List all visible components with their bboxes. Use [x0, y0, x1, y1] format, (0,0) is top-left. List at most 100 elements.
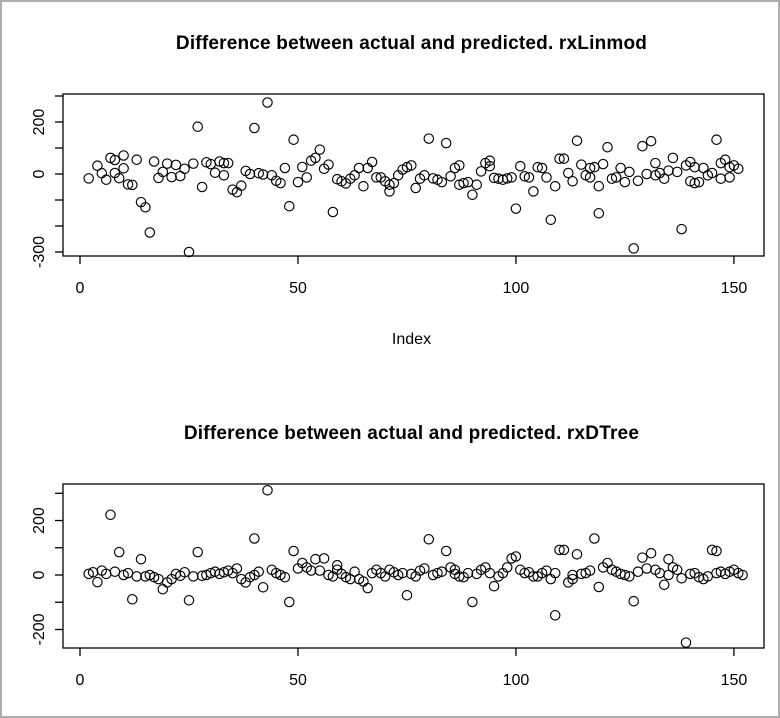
x-tick-label: 100 [503, 672, 530, 689]
data-point [584, 565, 596, 576]
x-axis-title-index: Index [391, 331, 432, 348]
data-point [576, 159, 587, 170]
data-point [462, 567, 474, 579]
data-point [127, 179, 138, 191]
data-point [567, 176, 578, 187]
data-point [314, 144, 326, 155]
data-point [619, 176, 631, 188]
data-point [549, 567, 561, 579]
data-point [628, 595, 639, 607]
data-point [558, 153, 570, 164]
data-point [510, 203, 522, 214]
data-point [131, 571, 142, 582]
data-point [384, 186, 395, 197]
data-point [645, 547, 657, 559]
data-point [641, 563, 652, 574]
data-point [440, 137, 452, 149]
data-point [100, 174, 112, 185]
data-point [279, 571, 291, 583]
data-point [711, 567, 722, 579]
data-point [366, 156, 378, 168]
data-point [484, 160, 496, 172]
data-point [192, 546, 203, 558]
data-point [567, 573, 578, 585]
data-point [135, 553, 147, 565]
data-point [109, 154, 121, 166]
data-point [624, 571, 635, 582]
data-point [615, 162, 626, 174]
plot-box [62, 483, 765, 649]
y-tick-label: -200 [31, 613, 48, 645]
data-point [419, 563, 430, 574]
data-point [253, 566, 264, 577]
data-point [288, 545, 299, 557]
data-point [706, 167, 718, 179]
data-point [484, 155, 496, 166]
data-point [549, 610, 561, 621]
data-point [671, 564, 683, 576]
data-point [641, 168, 652, 180]
y-tick-label: 0 [31, 169, 48, 178]
data-point [410, 182, 421, 194]
data-point [571, 549, 583, 560]
data-point [523, 172, 535, 183]
data-point [118, 163, 129, 174]
data-point [423, 133, 435, 144]
data-point [471, 179, 482, 190]
data-point [454, 160, 465, 171]
data-point [671, 166, 683, 178]
x-tick-label: 0 [76, 672, 85, 689]
data-point [297, 161, 308, 173]
y-tick-label: -300 [31, 236, 48, 268]
data-point [510, 551, 522, 562]
data-point [624, 166, 635, 178]
data-point [244, 168, 256, 180]
data-point [515, 160, 526, 172]
data-point [436, 566, 448, 577]
data-point [493, 173, 504, 184]
data-point [432, 567, 443, 579]
data-point [693, 176, 705, 188]
data-point [541, 172, 552, 183]
data-point [218, 170, 230, 181]
data-point [406, 160, 417, 171]
data-point [310, 553, 321, 565]
data-point [118, 150, 129, 161]
data-point [362, 582, 373, 594]
data-point [275, 177, 286, 189]
data-point [331, 559, 343, 571]
data-point [353, 162, 365, 174]
data-point [475, 166, 487, 177]
data-point [358, 180, 369, 192]
data-point [667, 152, 679, 164]
data-point [92, 576, 103, 588]
data-point [253, 167, 264, 179]
data-point [192, 121, 203, 132]
data-point [218, 157, 230, 169]
x-tick-label: 100 [503, 280, 530, 297]
data-point [83, 173, 94, 184]
data-point [305, 565, 317, 576]
data-point [554, 153, 565, 164]
data-point [166, 171, 177, 183]
chart-title-rxlinmod: Difference between actual and predicted.… [175, 33, 648, 54]
data-point [113, 172, 125, 184]
data-point [279, 162, 291, 174]
data-point [284, 596, 295, 608]
data-point [549, 180, 561, 192]
data-point [593, 180, 605, 192]
data-point [467, 189, 478, 201]
x-tick-label: 50 [289, 672, 307, 689]
data-point [706, 544, 718, 556]
data-point [737, 569, 748, 581]
data-point [632, 175, 644, 187]
data-point [501, 562, 513, 573]
data-point [658, 173, 670, 184]
data-point [536, 162, 548, 174]
data-point [144, 227, 156, 238]
data-point [327, 206, 339, 218]
data-point [440, 545, 452, 557]
data-point [593, 581, 605, 593]
data-point [650, 157, 661, 169]
